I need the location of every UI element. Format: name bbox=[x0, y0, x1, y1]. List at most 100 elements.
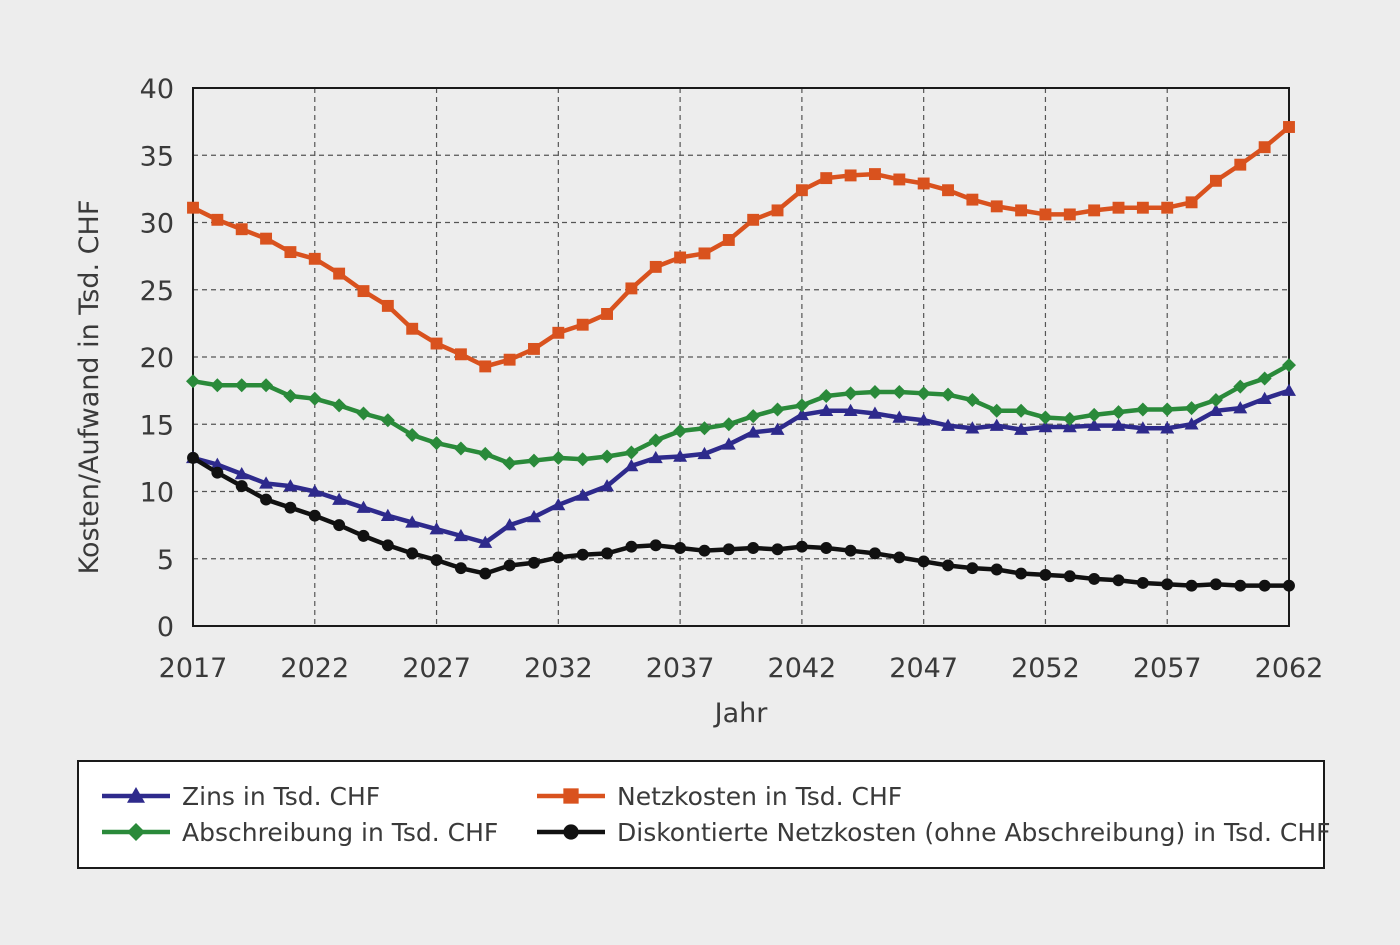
data-point bbox=[795, 184, 808, 197]
data-point bbox=[1234, 579, 1247, 592]
series-group bbox=[186, 121, 1296, 592]
data-point bbox=[893, 173, 906, 186]
x-tick-label: 2032 bbox=[524, 653, 593, 684]
data-point bbox=[648, 450, 663, 464]
data-point bbox=[989, 403, 1004, 418]
data-point bbox=[1161, 201, 1174, 214]
legend-frame bbox=[77, 760, 1325, 869]
data-point bbox=[844, 169, 857, 182]
data-point bbox=[332, 398, 347, 413]
data-point bbox=[479, 360, 492, 373]
y-tick-label: 10 bbox=[140, 478, 174, 509]
y-tick-label: 20 bbox=[140, 343, 174, 374]
data-point bbox=[1112, 201, 1125, 214]
data-point bbox=[722, 234, 735, 246]
data-point bbox=[1135, 421, 1150, 434]
data-point bbox=[186, 374, 200, 389]
data-point bbox=[575, 488, 590, 501]
data-point bbox=[235, 480, 248, 493]
data-point bbox=[794, 398, 809, 413]
data-point bbox=[1160, 421, 1175, 434]
series-line bbox=[192, 388, 1290, 545]
data-point bbox=[893, 551, 906, 564]
data-point bbox=[333, 519, 346, 532]
legend-entry: Zins in Tsd. CHF bbox=[102, 782, 380, 811]
data-point bbox=[406, 322, 419, 335]
data-point bbox=[1063, 208, 1076, 221]
legend-entry: Abschreibung in Tsd. CHF bbox=[102, 818, 498, 847]
data-point bbox=[941, 387, 956, 402]
data-point bbox=[211, 466, 224, 479]
data-point bbox=[260, 493, 273, 506]
data-point bbox=[1038, 410, 1053, 425]
data-point bbox=[332, 492, 347, 505]
data-point bbox=[380, 508, 395, 521]
y-tick-label: 30 bbox=[140, 209, 174, 240]
data-point bbox=[916, 386, 931, 401]
series-triangle bbox=[186, 383, 1296, 548]
data-point bbox=[1257, 371, 1272, 386]
data-point bbox=[187, 201, 199, 214]
data-point bbox=[892, 384, 907, 399]
data-point bbox=[1014, 422, 1029, 435]
data-point bbox=[454, 562, 467, 575]
data-point bbox=[259, 476, 274, 489]
data-point bbox=[1112, 574, 1125, 587]
data-point bbox=[528, 556, 540, 569]
data-point bbox=[941, 418, 956, 431]
data-point bbox=[187, 451, 199, 464]
data-point bbox=[869, 168, 881, 181]
data-point bbox=[429, 522, 444, 535]
data-point bbox=[674, 542, 687, 554]
data-point bbox=[770, 402, 785, 417]
data-point bbox=[942, 559, 954, 572]
data-point bbox=[502, 518, 517, 531]
legend-marker bbox=[127, 823, 145, 841]
data-point bbox=[453, 441, 468, 456]
data-point bbox=[819, 403, 834, 417]
data-point bbox=[1087, 418, 1102, 431]
data-point bbox=[867, 406, 882, 419]
data-point bbox=[406, 547, 419, 560]
data-point bbox=[1015, 204, 1028, 217]
x-tick-label: 2022 bbox=[280, 653, 349, 684]
data-point bbox=[430, 337, 443, 350]
data-point bbox=[648, 433, 663, 448]
data-point bbox=[747, 213, 760, 226]
data-point bbox=[1257, 391, 1272, 404]
legend-label: Diskontierte Netzkosten (ohne Abschreibu… bbox=[617, 818, 1331, 847]
data-point bbox=[1209, 174, 1222, 187]
data-point bbox=[429, 436, 444, 451]
legend-label: Abschreibung in Tsd. CHF bbox=[182, 818, 498, 847]
data-point bbox=[551, 450, 566, 465]
data-point bbox=[576, 548, 589, 561]
data-point bbox=[1039, 568, 1052, 581]
y-tick-label: 40 bbox=[140, 74, 174, 105]
data-point bbox=[820, 172, 833, 185]
legend-label: Netzkosten in Tsd. CHF bbox=[617, 782, 902, 811]
data-point bbox=[1136, 577, 1149, 589]
data-point bbox=[1282, 383, 1296, 396]
data-point bbox=[697, 446, 712, 460]
data-point bbox=[1038, 419, 1053, 433]
data-point bbox=[674, 251, 687, 264]
data-point bbox=[1062, 411, 1077, 426]
data-point bbox=[503, 353, 516, 366]
data-point bbox=[697, 421, 712, 436]
grid bbox=[193, 88, 1289, 626]
data-point bbox=[771, 204, 784, 217]
data-point bbox=[1258, 579, 1271, 592]
data-point bbox=[673, 423, 688, 438]
data-point bbox=[1185, 196, 1198, 209]
data-point bbox=[1111, 418, 1126, 431]
data-point bbox=[819, 389, 834, 404]
data-point bbox=[284, 501, 297, 514]
data-point bbox=[356, 406, 371, 421]
y-tick-label: 35 bbox=[140, 141, 174, 172]
data-point bbox=[1039, 208, 1052, 221]
legend-label: Zins in Tsd. CHF bbox=[182, 782, 380, 811]
data-point bbox=[966, 562, 979, 575]
data-point bbox=[552, 551, 565, 564]
data-point bbox=[234, 378, 249, 393]
data-point bbox=[1209, 578, 1222, 591]
